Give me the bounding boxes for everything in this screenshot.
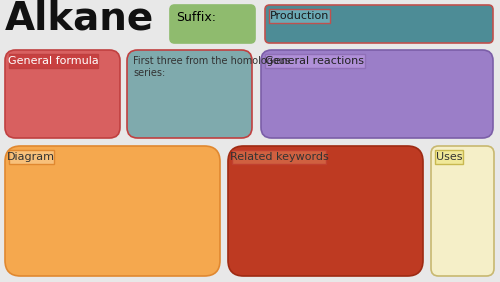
Text: General reactions: General reactions (265, 56, 364, 66)
Text: Alkane: Alkane (5, 0, 154, 38)
Bar (265, 54, 364, 68)
Bar (9, 150, 54, 164)
Text: Related keywords: Related keywords (230, 152, 328, 162)
Bar (9, 54, 98, 68)
Text: Diagram: Diagram (7, 152, 55, 162)
Bar (269, 9, 330, 23)
Text: Production: Production (270, 11, 329, 21)
FancyBboxPatch shape (5, 146, 220, 276)
Text: Uses: Uses (436, 152, 462, 162)
Text: First three from the homologous
series:: First three from the homologous series: (133, 56, 290, 78)
FancyBboxPatch shape (265, 5, 493, 43)
FancyBboxPatch shape (5, 50, 120, 138)
Text: Suffix:: Suffix: (176, 11, 216, 24)
FancyBboxPatch shape (228, 146, 423, 276)
Text: General formula: General formula (8, 56, 98, 66)
Bar (435, 150, 463, 164)
Bar (232, 150, 326, 164)
FancyBboxPatch shape (127, 50, 252, 138)
FancyBboxPatch shape (431, 146, 494, 276)
FancyBboxPatch shape (170, 5, 255, 43)
FancyBboxPatch shape (261, 50, 493, 138)
